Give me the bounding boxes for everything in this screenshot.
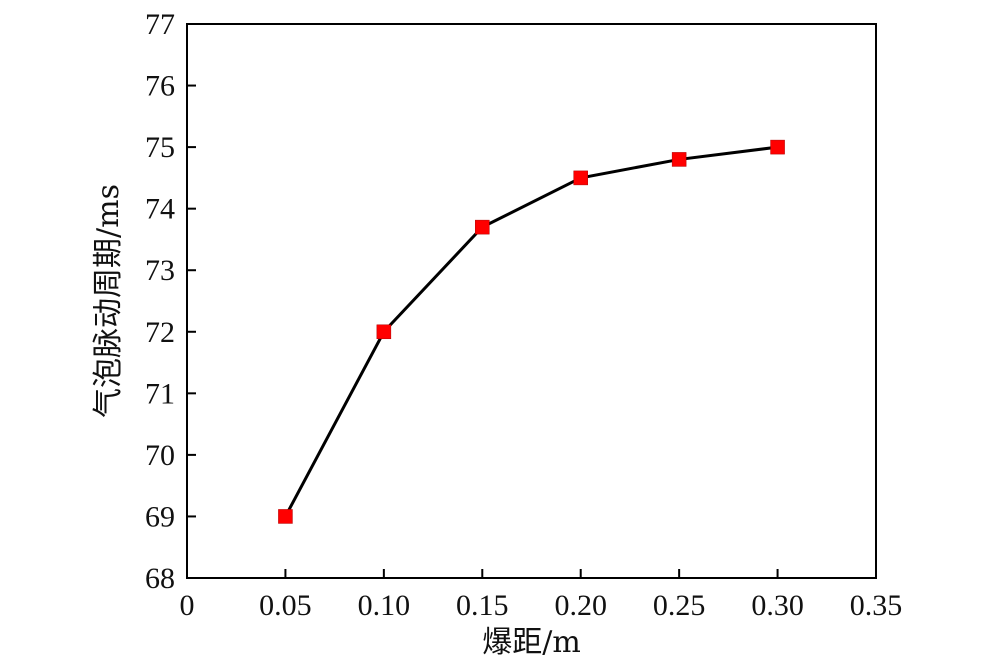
data-point-marker — [573, 170, 588, 186]
y-tick-label: 77 — [145, 8, 175, 41]
x-tick-label: 0.30 — [751, 589, 804, 622]
x-tick-label: 0.35 — [850, 589, 903, 622]
x-tick-label: 0 — [180, 589, 195, 622]
y-axis-label: 气泡脉动周期/ms — [91, 184, 126, 418]
y-tick-label: 72 — [145, 316, 175, 349]
x-tick-label: 0.25 — [653, 589, 706, 622]
x-axis-label: 爆距/m — [482, 625, 581, 660]
axis-tick-labels: 0 0.05 0.10 0.15 0.20 0.25 0.30 0.35 68 69 70 71 72 7… — [145, 8, 902, 622]
y-tick-label: 74 — [145, 193, 175, 226]
data-point-marker — [770, 139, 785, 155]
x-tick-label: 0.15 — [456, 589, 509, 622]
data-point-marker — [278, 509, 293, 524]
data-series — [278, 139, 785, 524]
axis-ticks — [186, 23, 877, 579]
y-tick-label: 69 — [145, 500, 175, 533]
data-point-marker — [475, 219, 490, 235]
y-tick-label: 71 — [145, 377, 175, 410]
data-point-marker — [376, 324, 392, 340]
x-tick-label: 0.05 — [259, 589, 312, 622]
y-tick-label: 73 — [145, 254, 175, 287]
data-point-marker — [671, 152, 687, 167]
x-tick-label: 0.10 — [358, 589, 411, 622]
plot-frame — [186, 23, 877, 579]
y-tick-label: 76 — [145, 70, 175, 103]
series-line — [284, 145, 778, 518]
x-tick-label: 0.20 — [554, 589, 607, 622]
y-tick-label: 70 — [145, 439, 175, 472]
y-tick-label: 75 — [145, 131, 175, 164]
y-tick-label: 68 — [145, 562, 175, 595]
